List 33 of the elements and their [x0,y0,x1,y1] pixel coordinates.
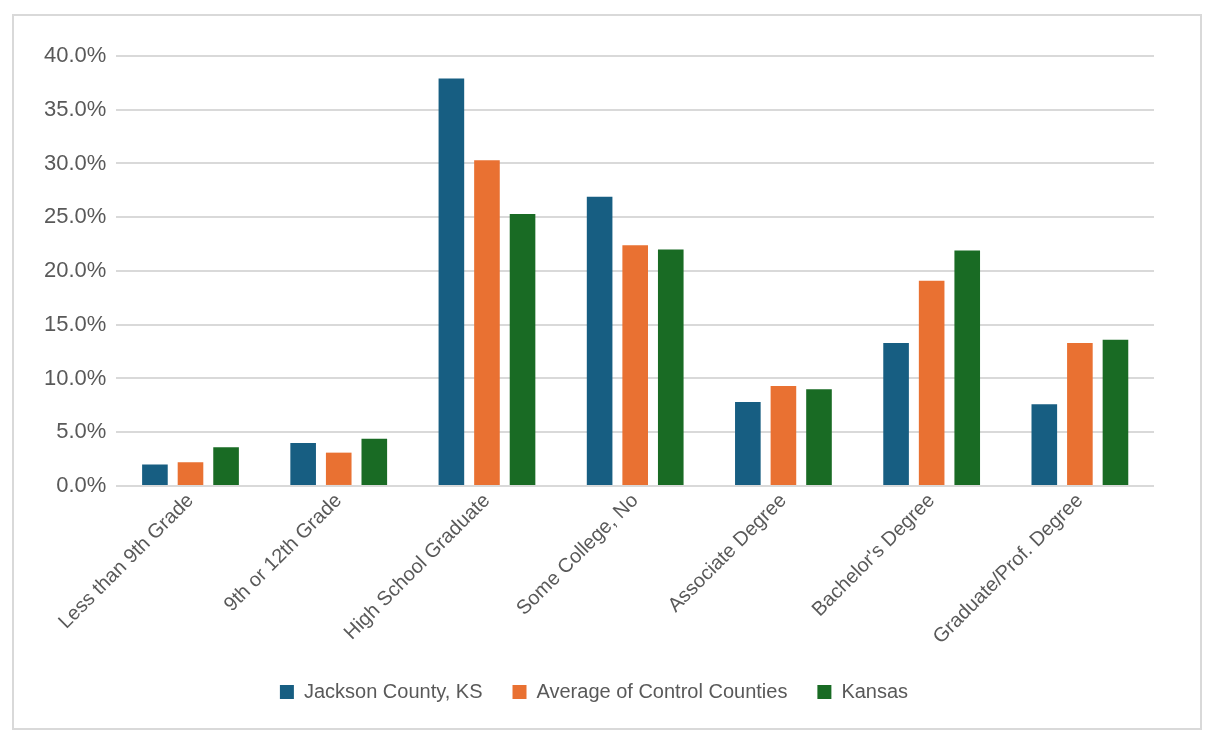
y-tick-label: 20.0% [43,257,107,283]
bar [213,447,239,485]
bar [918,280,945,485]
bar [770,385,797,485]
legend-label: Average of Control Counties [536,679,788,702]
y-tick-label: 30.0% [43,149,107,175]
bar [657,249,684,485]
y-tick-label: 0.0% [56,472,107,498]
y-tick-label: 40.0% [43,42,107,68]
bar [509,214,536,485]
y-tick-label: 15.0% [43,310,107,336]
bar [361,438,388,485]
bar [622,245,648,485]
bar [883,343,909,485]
bar [290,442,316,485]
y-tick-label: 10.0% [43,364,107,390]
bar [177,462,204,485]
legend-label: Kansas [841,679,909,702]
bar [806,389,832,485]
bar [1102,339,1129,485]
bar [1031,404,1058,485]
bar [1067,343,1093,485]
bar [954,250,981,485]
y-tick-label: 35.0% [43,95,107,121]
bar [142,464,168,485]
legend-label: Jackson County, KS [303,679,483,702]
bar [586,196,613,485]
bar [735,402,761,485]
bar [325,452,352,485]
y-tick-label: 5.0% [56,418,107,444]
bar [474,160,500,485]
y-tick-label: 25.0% [43,203,107,229]
bar [438,78,465,485]
